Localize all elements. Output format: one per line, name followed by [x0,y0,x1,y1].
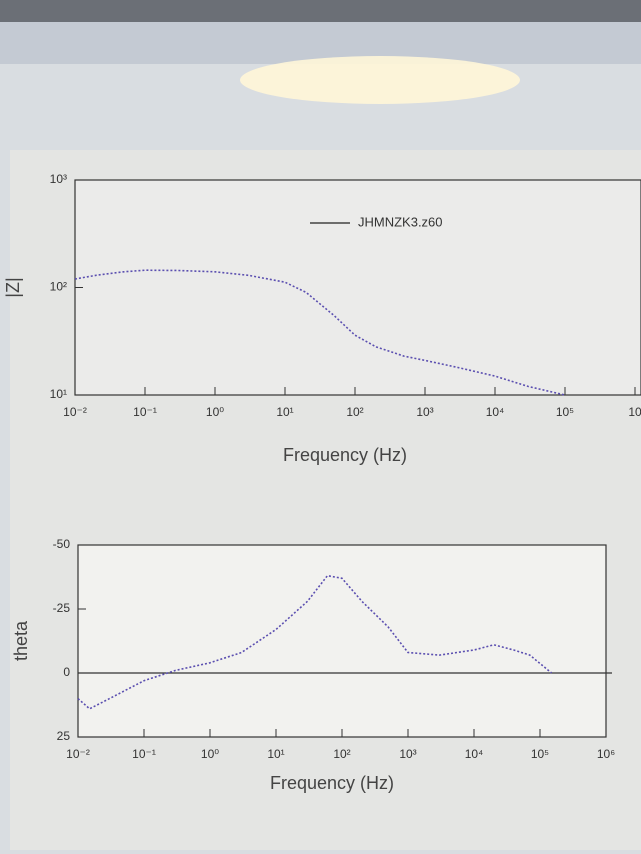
data-line [74,269,566,396]
x-tick-label: 10¹ [267,747,284,761]
plot-area [77,544,607,738]
x-tick-label: 10² [346,405,363,419]
x-tick-label: 10³ [399,747,416,761]
x-tick-label: 10¹ [276,405,293,419]
x-tick-label: 10⁻² [63,405,87,419]
x-tick-label: 10⁴ [486,405,505,419]
y-tick-label: 0 [63,665,70,679]
y-tick-label: -25 [53,601,71,615]
x-tick-label: 10⁶ [597,747,615,761]
y-tick-label: 25 [57,729,71,743]
x-tick-label: 10³ [416,405,433,419]
x-tick-label: 10⁻¹ [133,405,157,419]
y-axis-title: |Z| [3,277,23,297]
x-tick-label: 10⁰ [206,405,224,419]
y-tick-label: 10³ [50,172,67,186]
x-tick-label: 10 [628,405,641,419]
screen-bezel [0,0,641,22]
x-tick-label: 10⁻² [66,747,90,761]
x-tick-label: 10⁰ [201,747,219,761]
y-tick-label: 10² [50,280,67,294]
y-axis-title: theta [11,620,31,661]
x-tick-label: 10⁴ [465,747,484,761]
plot-area [74,179,641,396]
x-tick-label: 10⁵ [556,405,574,419]
y-tick-label: -50 [53,537,71,551]
x-tick-label: 10⁵ [531,747,549,761]
y-tick-label: 10¹ [50,387,67,401]
x-axis-title: Frequency (Hz) [270,773,394,793]
glare [240,56,520,104]
window-header [0,22,641,64]
x-tick-label: 10⁻¹ [132,747,156,761]
legend-label: JHMNZK3.z60 [358,214,443,229]
x-axis-title: Frequency (Hz) [283,445,407,465]
x-tick-label: 10² [333,747,350,761]
data-line [77,574,553,710]
